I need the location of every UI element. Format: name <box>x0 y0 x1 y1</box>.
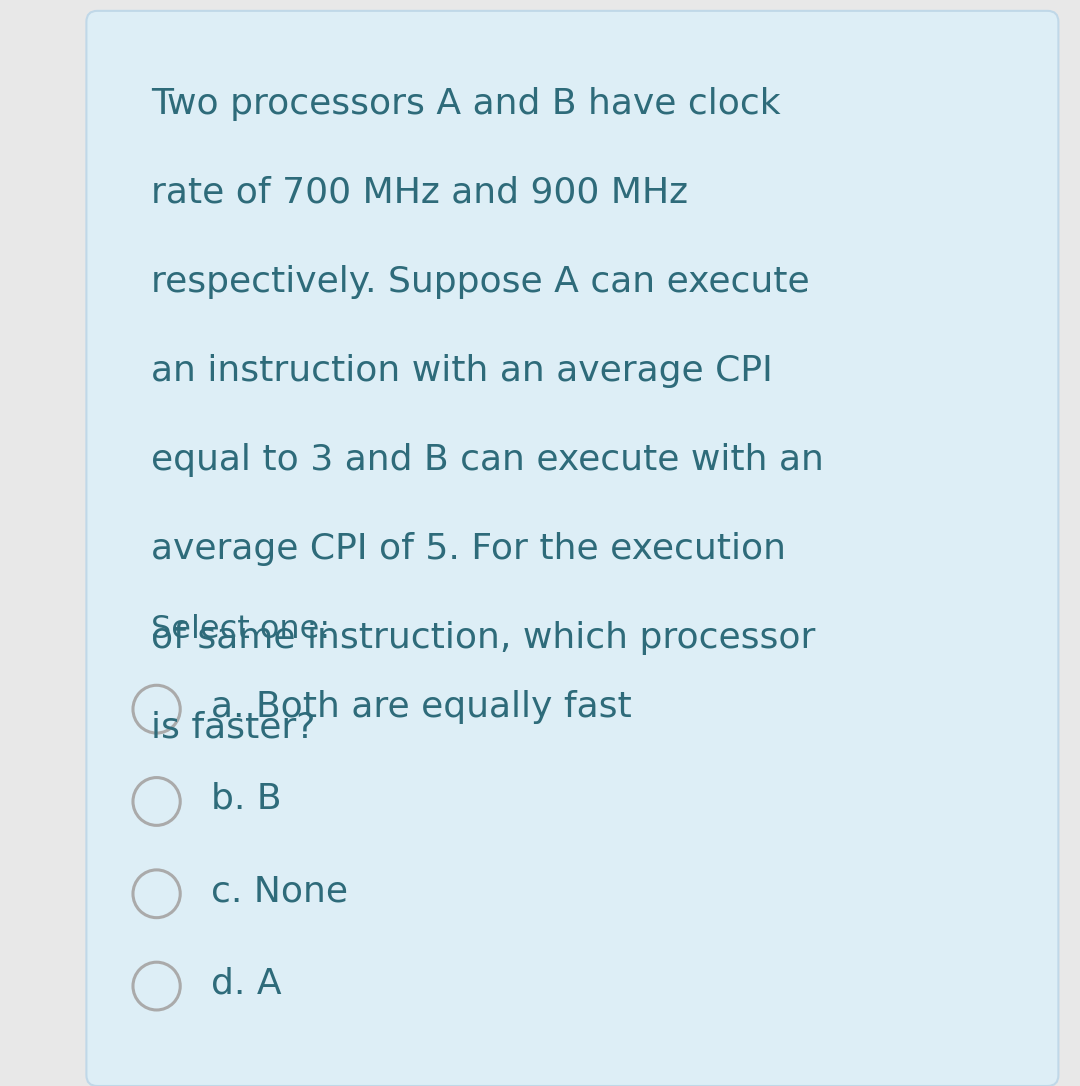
Text: b. B: b. B <box>211 782 281 816</box>
Text: average CPI of 5. For the execution: average CPI of 5. For the execution <box>151 532 786 566</box>
Text: an instruction with an average CPI: an instruction with an average CPI <box>151 354 773 388</box>
Text: is faster?: is faster? <box>151 710 315 744</box>
Text: Select one:: Select one: <box>151 614 330 645</box>
Text: respectively. Suppose A can execute: respectively. Suppose A can execute <box>151 265 810 299</box>
Text: equal to 3 and B can execute with an: equal to 3 and B can execute with an <box>151 443 824 477</box>
Text: Two processors A and B have clock: Two processors A and B have clock <box>151 87 781 121</box>
Text: c. None: c. None <box>211 874 348 908</box>
Text: rate of 700 MHz and 900 MHz: rate of 700 MHz and 900 MHz <box>151 176 688 210</box>
Text: of same instruction, which processor: of same instruction, which processor <box>151 621 815 655</box>
Text: a. Both are equally fast: a. Both are equally fast <box>211 690 632 723</box>
Text: d. A: d. A <box>211 967 281 1000</box>
